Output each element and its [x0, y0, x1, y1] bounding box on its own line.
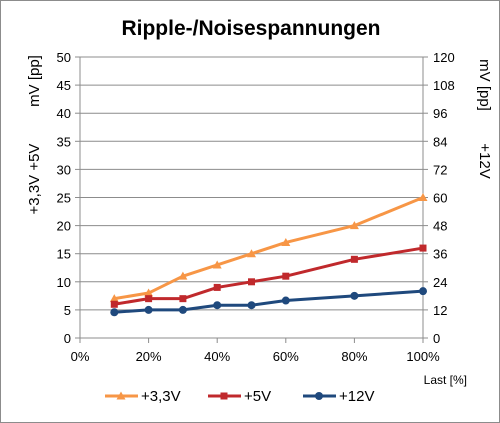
right-tick-label: 24: [433, 275, 447, 290]
series-2-point: [282, 272, 290, 280]
x-tick-label: 0%: [71, 349, 90, 364]
right-tick-label: 12: [433, 303, 447, 318]
x-tick-label: 100%: [406, 349, 440, 364]
series-3-point: [144, 305, 153, 314]
left-tick-labels: 0 5 10 15 20 25 30 35 40 45 50: [57, 50, 71, 346]
legend: +3,3V +5V +12V: [105, 388, 374, 405]
series-2-point: [213, 283, 221, 291]
right-tick-label: 120: [433, 50, 455, 65]
right-tick-label: 48: [433, 219, 447, 234]
series-1-point: [144, 288, 154, 297]
legend-item-3-label: +12V: [339, 388, 374, 405]
left-tick-label: 15: [57, 247, 71, 262]
x-tick-label: 40%: [204, 349, 230, 364]
left-axis-label-unit: mV [pp]: [26, 55, 43, 107]
series-3-point: [350, 291, 359, 300]
series-2-point: [248, 278, 255, 286]
legend-item-2-marker: [220, 392, 228, 400]
left-tick-label: 0: [64, 331, 71, 346]
gridlines: [80, 56, 423, 311]
series-1-point: [109, 294, 119, 303]
series-3: [110, 287, 427, 317]
right-axis-label-unit: mV [pp]: [476, 59, 493, 111]
legend-item-2-label: +5V: [244, 388, 271, 405]
x-axis-label: Last [%]: [424, 373, 467, 387]
left-tick-label: 20: [57, 219, 71, 234]
series-2-point: [110, 300, 118, 308]
legend-item-2: +5V: [208, 388, 271, 405]
left-tick-label: 25: [57, 191, 71, 206]
x-tick-label: 20%: [136, 349, 162, 364]
right-tick-label: 36: [433, 247, 447, 262]
series-3-point: [110, 308, 119, 317]
right-axis-label-rail: +12V: [476, 143, 493, 178]
legend-item-1: +3,3V: [105, 388, 181, 405]
series-3-line: [114, 289, 424, 314]
series-1-point: [418, 193, 428, 201]
right-tick-labels: 0 12 24 36 48 60 72 84 96 108 120: [433, 50, 455, 346]
series-1-point: [281, 237, 291, 246]
series-1-point: [212, 260, 222, 269]
series-3-point: [281, 296, 290, 305]
left-tick-label: 5: [64, 303, 71, 318]
legend-item-3: +12V: [303, 388, 374, 405]
left-tick-label: 50: [57, 50, 71, 65]
series-layer: [109, 193, 428, 317]
right-tick-label: 0: [433, 331, 440, 346]
series-2-point: [145, 295, 153, 303]
left-tick-label: 30: [57, 162, 71, 177]
right-tick-label: 84: [433, 134, 447, 149]
left-tick-label: 10: [57, 275, 71, 290]
right-tick-label: 72: [433, 162, 447, 177]
left-axis-label-rails: +3,3V +5V: [26, 144, 43, 215]
series-2-point: [179, 295, 187, 303]
legend-item-3-marker: [315, 392, 323, 400]
series-1-point: [178, 271, 188, 280]
right-tick-label: 96: [433, 106, 447, 121]
series-2-point: [419, 244, 427, 252]
right-tick-label: 60: [433, 191, 447, 206]
axes: [75, 56, 428, 343]
series-2: [110, 244, 427, 308]
series-3-point: [213, 301, 222, 310]
right-tick-label: 108: [433, 78, 455, 93]
series-1-line: [114, 196, 424, 301]
series-2-point: [350, 255, 358, 263]
series-1-point: [247, 249, 256, 258]
series-3-point: [178, 305, 187, 314]
series-1-point: [349, 221, 359, 230]
chart-title: Ripple-/Noisespannungen: [121, 17, 380, 40]
series-1: [109, 193, 428, 303]
series-3-point: [419, 287, 427, 296]
series-2-line: [114, 246, 424, 306]
legend-item-1-label: +3,3V: [141, 388, 181, 405]
left-tick-label: 45: [57, 78, 71, 93]
x-tick-label: 60%: [273, 349, 299, 364]
series-3-point: [247, 301, 256, 310]
left-tick-label: 35: [57, 134, 71, 149]
x-tick-label: 80%: [341, 349, 367, 364]
left-tick-label: 40: [57, 106, 71, 121]
legend-item-1-marker: [116, 391, 126, 400]
x-tick-labels: 0% 20% 40% 60% 80% 100%: [71, 349, 440, 364]
